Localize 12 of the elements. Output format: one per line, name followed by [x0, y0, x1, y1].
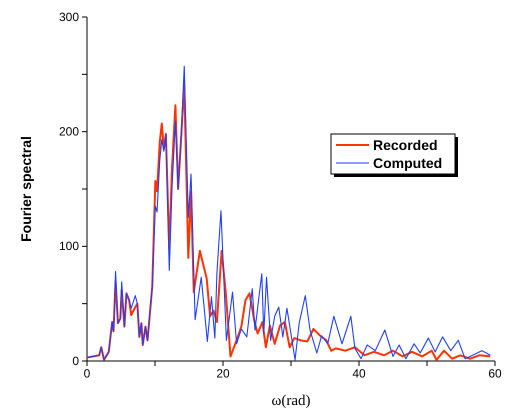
x-tick-label: 0: [84, 366, 91, 381]
x-tick-label: 60: [488, 366, 502, 381]
y-tick-label: 300: [58, 10, 80, 24]
y-tick-label: 0: [72, 354, 80, 368]
x-tick-label: 20: [216, 366, 230, 381]
y-axis-title: Fourier spectral: [18, 136, 34, 242]
legend-label: Computed: [373, 155, 442, 171]
legend-label: Recorded: [373, 137, 438, 153]
x-tick-label: 40: [352, 366, 366, 381]
x-axis-title: ω(rad): [271, 393, 311, 409]
y-tick-label: 200: [58, 124, 80, 139]
y-tick-label: 100: [58, 239, 80, 254]
